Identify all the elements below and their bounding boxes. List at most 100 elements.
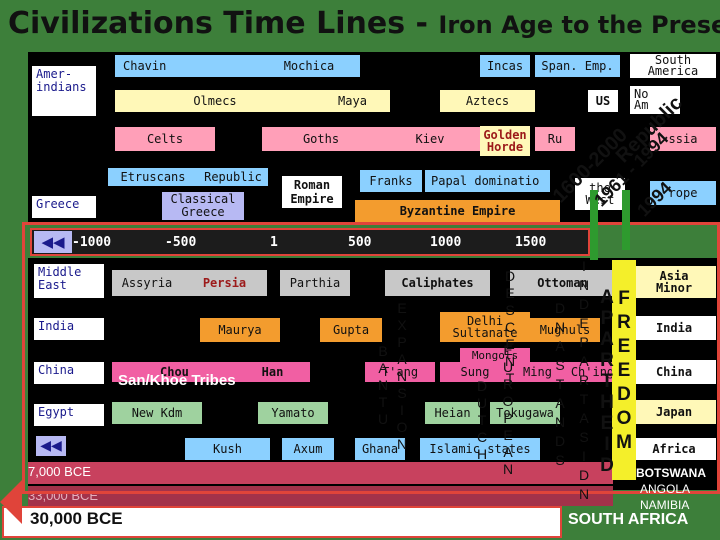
tick-500bce: -500 <box>165 235 197 250</box>
golden-horde-box: Golden Horde <box>480 126 530 156</box>
vword-bantu-letter: U <box>377 411 389 427</box>
islamic-bar: Islamic states <box>420 438 540 460</box>
papal-label: Papal dominatio <box>431 173 540 188</box>
islamic-label: Islamic states <box>429 441 531 456</box>
vword-freedom-letter: E <box>617 336 631 357</box>
europe-bar: rope <box>650 181 716 205</box>
vword-descent-letter: D <box>504 268 516 284</box>
russia-left-bar: Ru <box>535 127 575 151</box>
vword-apartheid-letter: A <box>600 287 614 308</box>
india-right-box: India <box>632 316 716 340</box>
vword-european-letter: N <box>502 461 514 477</box>
vword-expansion-letter: O <box>396 419 408 435</box>
vword-apartheid-letter: R <box>600 350 614 371</box>
vword-apartheid-letter: T <box>601 371 613 392</box>
tang-label: T'ang <box>381 364 419 379</box>
maurya-label: Maurya <box>218 322 262 337</box>
celts-label: Celts <box>146 131 184 146</box>
page-title: Civilizations Time Lines - Iron Age to t… <box>8 6 720 41</box>
country-namibia: NAMIBIA <box>640 498 690 512</box>
vword-dnastand-letter: D <box>554 433 566 449</box>
yamato-bar: Yamato <box>258 402 328 424</box>
country-botswana: BOTSWANA <box>636 466 706 480</box>
timeline-bar <box>30 228 590 256</box>
mughuls-label: Mughuls <box>539 322 591 337</box>
vword-european-letter: E <box>503 342 513 358</box>
gupta-bar: Gupta <box>320 318 382 342</box>
vword-descent-letter: E <box>505 336 515 352</box>
vword-freedom-letter: E <box>617 360 631 381</box>
han-label: Han <box>261 364 284 379</box>
asia-minor-label: Asia Minor <box>655 269 693 295</box>
heian-bar: Heian <box>425 402 480 424</box>
vword-dnastand-letter: D <box>554 300 566 316</box>
ghana-label: Ghana <box>361 441 399 456</box>
byzantine-bar: Byzantine Empire <box>355 200 560 222</box>
title-sub: Iron Age to the Present <box>438 11 720 39</box>
age-7000bce: 7,000 BCE <box>28 464 91 479</box>
vword-dnastand-letter: N <box>554 414 566 430</box>
incas-bar: Incas <box>480 55 530 77</box>
vword-freedom-letter: R <box>617 312 631 333</box>
classical-greece-label: Classical Greece <box>170 192 236 219</box>
vword-dnastand-letter: S <box>555 357 565 373</box>
assyria-bar: Assyria <box>112 270 182 296</box>
maya-bar: Maya <box>315 90 390 112</box>
vword-partition-letter: D <box>578 296 590 312</box>
vword-dnastand-letter: A <box>555 395 565 411</box>
caliphates-label: Caliphates <box>401 275 474 290</box>
left-red-arrow <box>0 480 22 524</box>
south-america-box: South America <box>630 54 716 78</box>
persia-label: Persia <box>202 275 247 290</box>
mongols-bar: Mongols <box>460 348 530 362</box>
north-america-label: No Am <box>634 87 649 112</box>
republic-bar: Republic <box>198 168 268 186</box>
axum-bar: Axum <box>282 438 334 460</box>
vword-descent-letter: S <box>505 302 515 318</box>
parthia-bar: Parthia <box>280 270 350 296</box>
vword-partition-letter: I <box>582 258 586 274</box>
aztecs-label: Aztecs <box>465 93 510 108</box>
vword-partition-letter: A <box>579 410 589 426</box>
celts-bar: Celts <box>115 127 215 151</box>
vword-freedom-letter: D <box>617 384 631 405</box>
south-america-label: South America <box>647 54 699 78</box>
japan-box: Japan <box>632 400 716 424</box>
green-arrow-right <box>622 190 630 250</box>
papal-bar: Papal dominatio <box>425 170 550 192</box>
vword-freedom-letter: O <box>616 408 632 429</box>
vword-apartheid-letter: P <box>600 308 614 329</box>
asia-minor-box: Asia Minor <box>632 266 716 298</box>
mochica-bar: Mochica <box>258 55 360 77</box>
region-egypt: Egypt <box>34 404 104 426</box>
green-arrow-left <box>590 190 598 260</box>
vword-expansion-letter: X <box>397 317 407 333</box>
vword-expansion-letter: N <box>396 436 408 452</box>
vword-bantu-letter: A <box>378 360 388 376</box>
roman-empire-box: Roman Empire <box>282 176 342 208</box>
bar-7000bce <box>28 462 613 484</box>
china-right-box: China <box>632 360 716 384</box>
vword-dnastand-letter: T <box>555 376 565 392</box>
vword-partition-letter: E <box>579 315 589 331</box>
goths-bar: Goths <box>262 127 380 151</box>
kiev-label: Kiev <box>415 131 445 146</box>
maya-label: Maya <box>338 93 367 108</box>
san-khoe-label: San/Khoe Tribes <box>118 372 236 389</box>
franks-bar: Franks <box>360 170 422 192</box>
bar-30000bce <box>2 506 562 538</box>
vword-dutch-letter: D <box>476 378 488 394</box>
olmecs-bar: Olmecs <box>115 90 315 112</box>
region-greece: Greece <box>32 196 96 218</box>
assyria-label: Assyria <box>121 275 173 290</box>
age-30000bce: 30,000 BCE <box>30 509 123 528</box>
vword-expansion-letter: S <box>397 385 407 401</box>
maurya-bar: Maurya <box>200 318 280 342</box>
vword-partition-letter: R <box>578 372 590 388</box>
mongols-label: Mongols <box>471 348 519 362</box>
vword-european-letter: E <box>503 427 513 443</box>
ming-label: Ming <box>523 364 552 379</box>
tokugawa-label: Tokugawa <box>496 405 554 420</box>
kush-label: Kush <box>213 441 242 456</box>
aztecs-bar: Aztecs <box>440 90 535 112</box>
